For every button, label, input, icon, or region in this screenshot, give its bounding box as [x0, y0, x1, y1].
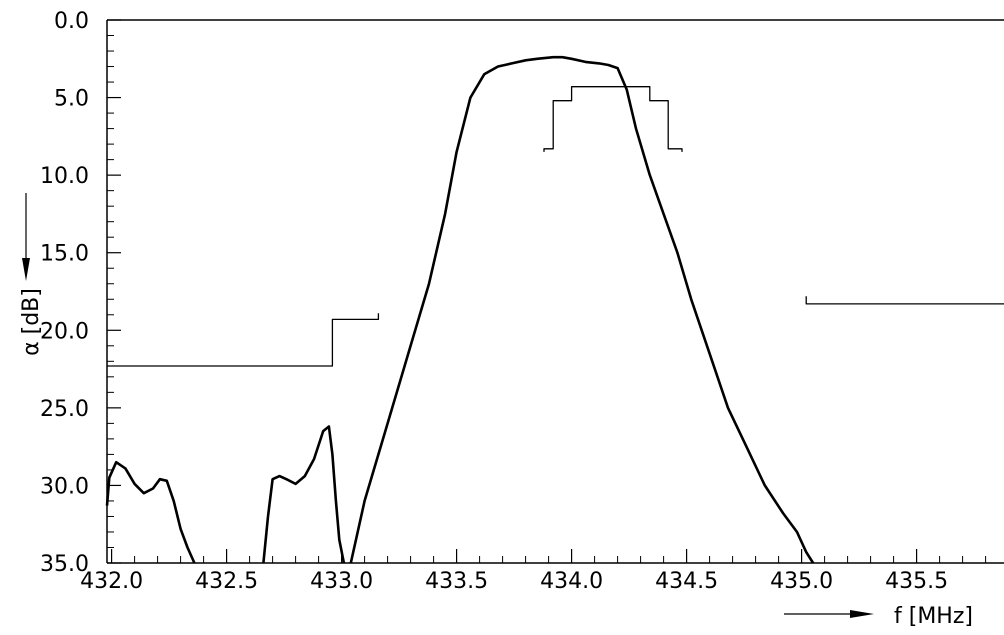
x-tick-label: 435.0: [770, 569, 833, 594]
y-tick-label: 15.0: [40, 242, 89, 267]
x-tick-label: 432.5: [195, 569, 258, 594]
y-axis-label: α [dB]: [19, 288, 44, 356]
x-tick-label: 432.0: [80, 569, 143, 594]
y-tick-label: 25.0: [40, 397, 89, 422]
y-axis-arrow-head: [22, 258, 30, 281]
x-tick-label: 433.0: [310, 569, 373, 594]
stopband-template: [107, 313, 380, 367]
stopband-template: [805, 296, 1004, 305]
y-tick-label: 30.0: [40, 474, 89, 499]
x-axis-arrow-head: [850, 610, 874, 618]
x-tick-label: 435.5: [885, 569, 948, 594]
y-tick-label: 10.0: [40, 164, 89, 189]
x-axis-label: f [MHz]: [894, 604, 973, 629]
y-tick-label: 35.0: [40, 552, 89, 577]
attenuation-curve: [262, 425, 346, 564]
templates-layer: [107, 86, 1004, 367]
y-tick-label: 0.0: [54, 9, 89, 34]
x-tick-label: 434.0: [540, 569, 603, 594]
curve-layer: [105, 55, 815, 564]
x-tick-label: 433.5: [425, 569, 488, 594]
attenuation-curve: [105, 460, 196, 564]
x-tick-label: 434.5: [655, 569, 718, 594]
passband-template: [543, 86, 683, 152]
y-tick-label: 5.0: [54, 87, 89, 112]
attenuation-curve: [349, 55, 815, 564]
y-tick-label: 20.0: [40, 319, 89, 344]
